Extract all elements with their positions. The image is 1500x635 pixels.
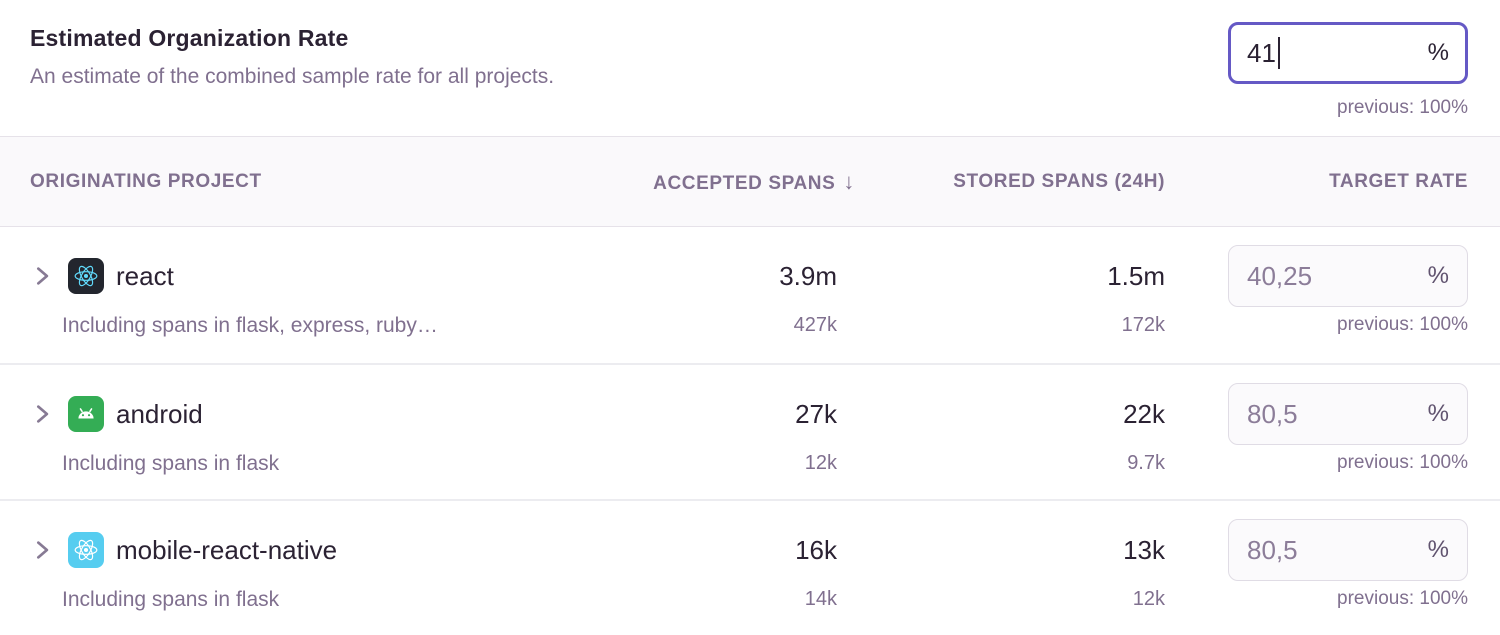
table-header: ORIGINATING PROJECT ACCEPTED SPANS ↓ STOR…	[0, 136, 1500, 227]
estimated-rate-section: Estimated Organization Rate An estimate …	[0, 0, 1500, 136]
org-rate-value: 41	[1247, 37, 1276, 68]
accepted-spans-value: 3.9m	[779, 260, 837, 291]
expand-chevron-icon[interactable]	[32, 265, 52, 287]
target-rate-input[interactable]: 80,5 %	[1228, 519, 1468, 581]
table-row: react Including spans in flask, express,…	[0, 227, 1500, 363]
expand-chevron-icon[interactable]	[32, 403, 52, 425]
accepted-spans-value: 16k	[795, 534, 837, 565]
react-icon	[68, 258, 104, 294]
percent-sign: %	[1427, 400, 1449, 427]
stored-spans-sub-value: 9.7k	[1127, 452, 1165, 474]
stored-spans-sub-value: 12k	[1132, 588, 1165, 610]
accepted-spans-sub-value: 12k	[804, 452, 837, 474]
table-row: android Including spans in flask 27k 12k…	[0, 363, 1500, 499]
target-rate-input[interactable]: 40,25 %	[1228, 245, 1468, 307]
previous-rate-label: previous: 100%	[1337, 588, 1468, 609]
previous-rate-label: previous: 100%	[1337, 97, 1468, 118]
column-header-accepted-spans[interactable]: ACCEPTED SPANS ↓	[653, 168, 855, 194]
org-rate-input[interactable]: 41 %	[1228, 22, 1468, 84]
column-header-stored-spans: STORED SPANS (24H)	[953, 170, 1165, 192]
percent-sign: %	[1427, 536, 1449, 563]
android-icon	[68, 396, 104, 432]
project-sub-label: Including spans in flask	[62, 588, 280, 611]
table-row: mobile-react-native Including spans in f…	[0, 499, 1500, 635]
react-native-icon	[68, 532, 104, 568]
project-name: react	[116, 260, 174, 291]
sort-desc-icon: ↓	[843, 168, 855, 194]
previous-rate-label: previous: 100%	[1337, 452, 1468, 473]
text-cursor	[1277, 37, 1280, 69]
project-sub-label: Including spans in flask	[62, 452, 280, 475]
accepted-spans-sub-value: 14k	[804, 588, 837, 610]
percent-sign: %	[1427, 39, 1449, 66]
target-rate-input[interactable]: 80,5 %	[1228, 383, 1468, 445]
expand-chevron-icon[interactable]	[32, 539, 52, 561]
page-title: Estimated Organization Rate	[30, 25, 349, 51]
project-name: mobile-react-native	[116, 534, 338, 565]
percent-sign: %	[1427, 262, 1449, 289]
accepted-spans-sub-value: 427k	[793, 314, 837, 336]
stored-spans-value: 1.5m	[1107, 260, 1165, 291]
project-sub-label: Including spans in flask, express, ruby…	[62, 314, 438, 337]
page-description: An estimate of the combined sample rate …	[30, 65, 555, 88]
project-name: android	[116, 398, 203, 429]
previous-rate-label: previous: 100%	[1337, 314, 1468, 335]
stored-spans-value: 22k	[1123, 398, 1165, 429]
stored-spans-value: 13k	[1123, 534, 1165, 565]
stored-spans-sub-value: 172k	[1121, 314, 1165, 336]
accepted-spans-value: 27k	[795, 398, 837, 429]
column-header-target-rate: TARGET RATE	[1329, 170, 1468, 192]
column-header-originating-project: ORIGINATING PROJECT	[30, 170, 262, 192]
